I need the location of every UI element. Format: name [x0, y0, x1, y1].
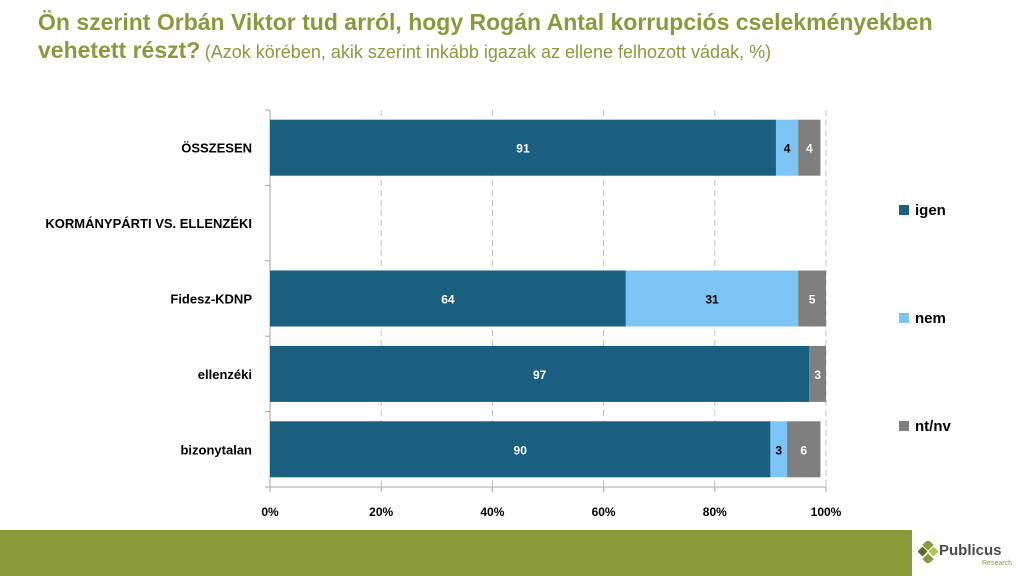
x-tick-label: 80% — [703, 505, 727, 519]
legend-label-nt-nv: nt/nv — [915, 418, 951, 435]
stacked-bar-chart: 0% 20% 40% 60% 80% 100% ÖSSZESEN 91 4 4 KORMÁNYPÁR… — [45, 109, 951, 519]
bar-igen-ellenzeki — [270, 345, 810, 402]
data-label-nem: 31 — [705, 293, 719, 307]
data-label-nt-nv: 6 — [800, 443, 807, 457]
x-tick-label: 100% — [811, 505, 842, 519]
data-label-nt-nv: 3 — [814, 368, 821, 382]
bar-nem-fidesz-kdnp — [625, 270, 799, 327]
logo-tagline: Research — [982, 560, 1012, 567]
bar-nem-osszesen — [775, 119, 799, 176]
bar-nt-nv-fidesz-kdnp — [798, 270, 826, 327]
bar-igen-bizonytalan — [270, 421, 771, 478]
publicus-logo-icon — [918, 541, 938, 563]
category-label-fidesz-kdnp: Fidesz-KDNP — [170, 292, 252, 307]
x-tick-label: 40% — [480, 505, 504, 519]
data-label-nt-nv: 5 — [809, 293, 816, 307]
category-label-kormanyparti-vs-ellenzeki: KORMÁNYPÁRTI VS. ELLENZÉKI — [45, 216, 252, 231]
logo-brand: Publicus — [939, 542, 1002, 559]
title-sub: (Azok körében, akik szerint inkább igaza… — [204, 42, 772, 63]
data-label-nem: 3 — [775, 443, 782, 457]
chart-title: Ön szerint Orbán Viktor tud arról, hogy … — [38, 8, 998, 64]
legend-swatch-nt-nv — [899, 421, 909, 431]
bar-igen-fidesz-kdnp — [270, 270, 626, 327]
footer-bar — [0, 530, 1024, 576]
category-label-ellenzeki: ellenzéki — [198, 367, 252, 382]
x-tick-label: 0% — [261, 505, 279, 519]
category-label-osszesen: ÖSSZESEN — [181, 141, 252, 156]
data-label-igen: 90 — [514, 443, 528, 457]
bar-igen-osszesen — [270, 119, 776, 176]
title-main: Ön szerint Orbán Viktor tud arról, hogy … — [38, 9, 933, 64]
data-label-nem: 4 — [784, 142, 791, 156]
data-label-igen: 91 — [516, 142, 530, 156]
bar-nt-nv-ellenzeki — [809, 345, 826, 402]
legend-swatch-nem — [899, 313, 909, 323]
legend-label-nem: nem — [915, 310, 946, 327]
publicus-logo: Publicus Research — [912, 530, 1024, 576]
data-label-nt-nv: 4 — [806, 142, 813, 156]
data-label-igen: 64 — [441, 293, 455, 307]
x-tick-label: 20% — [369, 505, 393, 519]
bar-nem-bizonytalan — [770, 421, 788, 478]
category-label-bizonytalan: bizonytalan — [180, 442, 252, 457]
legend-label-igen: igen — [915, 202, 946, 219]
bar-nt-nv-bizonytalan — [787, 421, 821, 478]
data-label-igen: 97 — [533, 368, 547, 382]
legend-swatch-igen — [899, 205, 909, 215]
bar-nt-nv-osszesen — [798, 119, 821, 176]
x-tick-label: 60% — [592, 505, 616, 519]
